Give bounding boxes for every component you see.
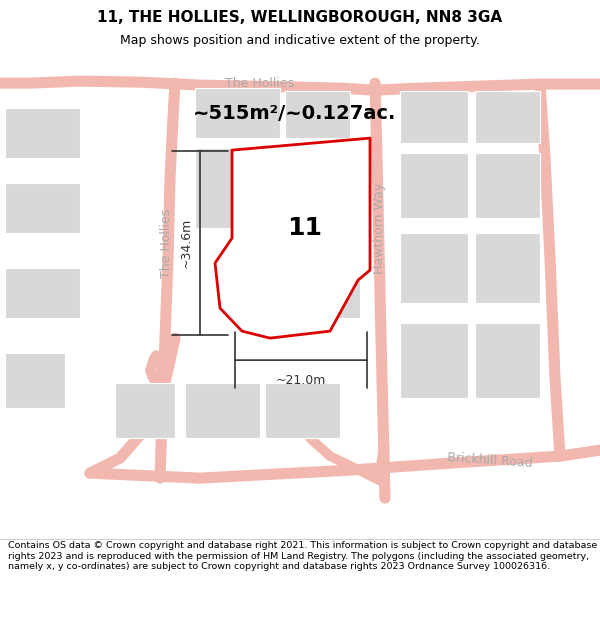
Text: 11, THE HOLLIES, WELLINGBOROUGH, NN8 3GA: 11, THE HOLLIES, WELLINGBOROUGH, NN8 3GA (97, 9, 503, 24)
Polygon shape (300, 273, 360, 318)
Polygon shape (400, 91, 468, 143)
Polygon shape (185, 383, 260, 438)
Polygon shape (270, 148, 360, 228)
Text: Contains OS data © Crown copyright and database right 2021. This information is : Contains OS data © Crown copyright and d… (8, 541, 597, 571)
Polygon shape (400, 323, 468, 398)
Polygon shape (400, 233, 468, 303)
Polygon shape (400, 153, 468, 218)
Text: Hawthorn Way: Hawthorn Way (373, 182, 386, 274)
Polygon shape (475, 233, 540, 303)
Polygon shape (475, 153, 540, 218)
Text: Map shows position and indicative extent of the property.: Map shows position and indicative extent… (120, 34, 480, 48)
Text: 11: 11 (287, 216, 323, 240)
Polygon shape (115, 383, 175, 438)
Polygon shape (285, 91, 350, 138)
Polygon shape (215, 138, 370, 338)
Text: Brickhill Road: Brickhill Road (447, 451, 533, 469)
Polygon shape (265, 383, 340, 438)
Polygon shape (5, 268, 80, 318)
Text: ~34.6m: ~34.6m (179, 218, 193, 268)
Text: ~515m²/~0.127ac.: ~515m²/~0.127ac. (193, 104, 397, 123)
Polygon shape (5, 108, 80, 158)
Polygon shape (5, 353, 65, 408)
Polygon shape (475, 91, 540, 143)
Text: The Hollies: The Hollies (161, 209, 173, 278)
Text: The Hollies: The Hollies (226, 77, 295, 89)
Text: ~21.0m: ~21.0m (276, 374, 326, 387)
Polygon shape (195, 148, 290, 228)
Polygon shape (5, 183, 80, 233)
Polygon shape (475, 323, 540, 398)
Polygon shape (195, 88, 280, 138)
